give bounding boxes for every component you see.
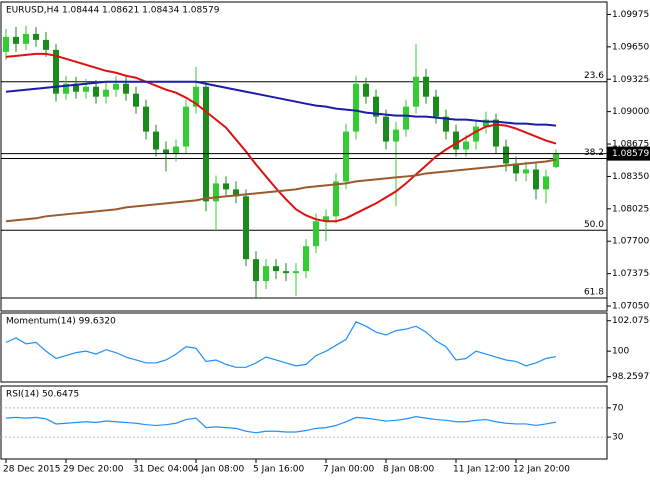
x-tick-label: 5 Jan 16:00 [253, 465, 305, 475]
candle-body [153, 131, 159, 150]
candle-body [3, 36, 9, 52]
candle-body [273, 266, 279, 272]
x-tick-label: 12 Jan 20:00 [513, 465, 570, 475]
candle-body [313, 221, 319, 247]
candle-body [23, 33, 29, 44]
candle-body [103, 89, 109, 97]
candle-body [513, 163, 519, 174]
x-tick-label: 7 Jan 00:00 [323, 465, 375, 475]
panel-title: EURUSD,H4 1.08444 1.08621 1.08434 1.0857… [6, 6, 220, 16]
candle-body [403, 106, 409, 130]
y-tick-label: 30 [612, 433, 624, 443]
candle-body [203, 86, 209, 202]
momentum-panel [0, 312, 608, 383]
candle-body [93, 86, 99, 97]
candle-body [83, 86, 89, 92]
panel-title: Momentum(14) 99.6320 [6, 317, 116, 327]
candle-body [423, 76, 429, 97]
candle-body [243, 196, 249, 260]
candle-body [323, 216, 329, 222]
x-tick-label: 8 Jan 08:00 [383, 465, 435, 475]
candle-body [53, 49, 59, 94]
x-tick-label: 31 Dec 04:00 [133, 465, 194, 475]
y-tick-label: 98.2597 [612, 372, 649, 382]
fib-label: 50.0 [584, 220, 604, 230]
x-tick-label: 4 Jan 08:00 [193, 465, 245, 475]
candle-body [443, 116, 449, 132]
candle-body [533, 169, 539, 190]
candle-body [373, 96, 379, 117]
y-tick-label: 1.09000 [612, 107, 649, 117]
candle-body [433, 96, 439, 117]
candle-body [473, 126, 479, 142]
y-tick-label: 1.09650 [612, 42, 649, 52]
y-tick-label: 1.08675 [612, 140, 649, 150]
candle-body [343, 131, 349, 182]
indicator-line [5, 321, 557, 368]
candle-body [113, 83, 119, 90]
y-tick-label: 1.08025 [612, 204, 649, 214]
candle-body [233, 189, 239, 197]
candle-body [63, 83, 69, 94]
candle-body [263, 266, 269, 282]
x-tick-label: 28 Dec 2015 [3, 465, 61, 475]
candle-body [33, 33, 39, 40]
y-tick-label: 1.07050 [612, 302, 649, 312]
candle-body [253, 259, 259, 282]
candle-body [223, 183, 229, 190]
fib-label: 61.8 [584, 288, 604, 298]
candle-body [123, 83, 129, 94]
candle-body [413, 76, 419, 107]
candle-body [483, 119, 489, 127]
panel-title: RSI(14) 50.6475 [6, 390, 79, 400]
y-tick-label: 70 [612, 403, 624, 413]
candle-body [393, 129, 399, 142]
candle-body [13, 36, 19, 44]
current-price-box [607, 146, 650, 161]
y-tick-label: 1.08350 [612, 172, 649, 182]
moving-average [5, 158, 557, 223]
moving-average [5, 52, 557, 223]
y-tick-label: 1.07375 [612, 269, 649, 279]
x-tick-label: 11 Jan 12:00 [453, 465, 510, 475]
candle-body [143, 106, 149, 132]
candle-body [363, 83, 369, 97]
y-tick-label: 1.07700 [612, 237, 649, 247]
current-price-label: 1.08579 [612, 149, 649, 159]
candle-body [163, 149, 169, 154]
candle-body [503, 146, 509, 164]
moving-average [5, 80, 557, 127]
y-tick-label: 102.0753 [612, 316, 650, 326]
candle-body [213, 183, 219, 202]
candle-body [523, 169, 529, 174]
rsi-panel [0, 385, 608, 460]
candle-body [283, 271, 289, 274]
y-tick-label: 1.09325 [612, 75, 649, 85]
candle-body [543, 176, 549, 190]
y-tick-label: 1.09975 [612, 10, 649, 20]
candle-body [293, 271, 299, 274]
x-tick-label: 29 Dec 20:00 [63, 465, 124, 475]
fib-label: 23.6 [584, 71, 604, 81]
candle-body [383, 116, 389, 142]
y-tick-label: 100 [612, 347, 629, 357]
candle-body [463, 141, 469, 150]
candle-body [453, 131, 459, 150]
candle-body [73, 83, 79, 92]
candle-body [493, 119, 499, 147]
fib-label: 38.2 [584, 148, 604, 158]
candle-body [183, 106, 189, 147]
candle-body [173, 146, 179, 154]
candle-body [193, 86, 199, 107]
candle-body [43, 39, 49, 50]
candle-body [333, 181, 339, 217]
candle-body [353, 83, 359, 132]
candle-body [133, 93, 139, 107]
candle-body [303, 246, 309, 272]
indicator-line [5, 416, 557, 434]
